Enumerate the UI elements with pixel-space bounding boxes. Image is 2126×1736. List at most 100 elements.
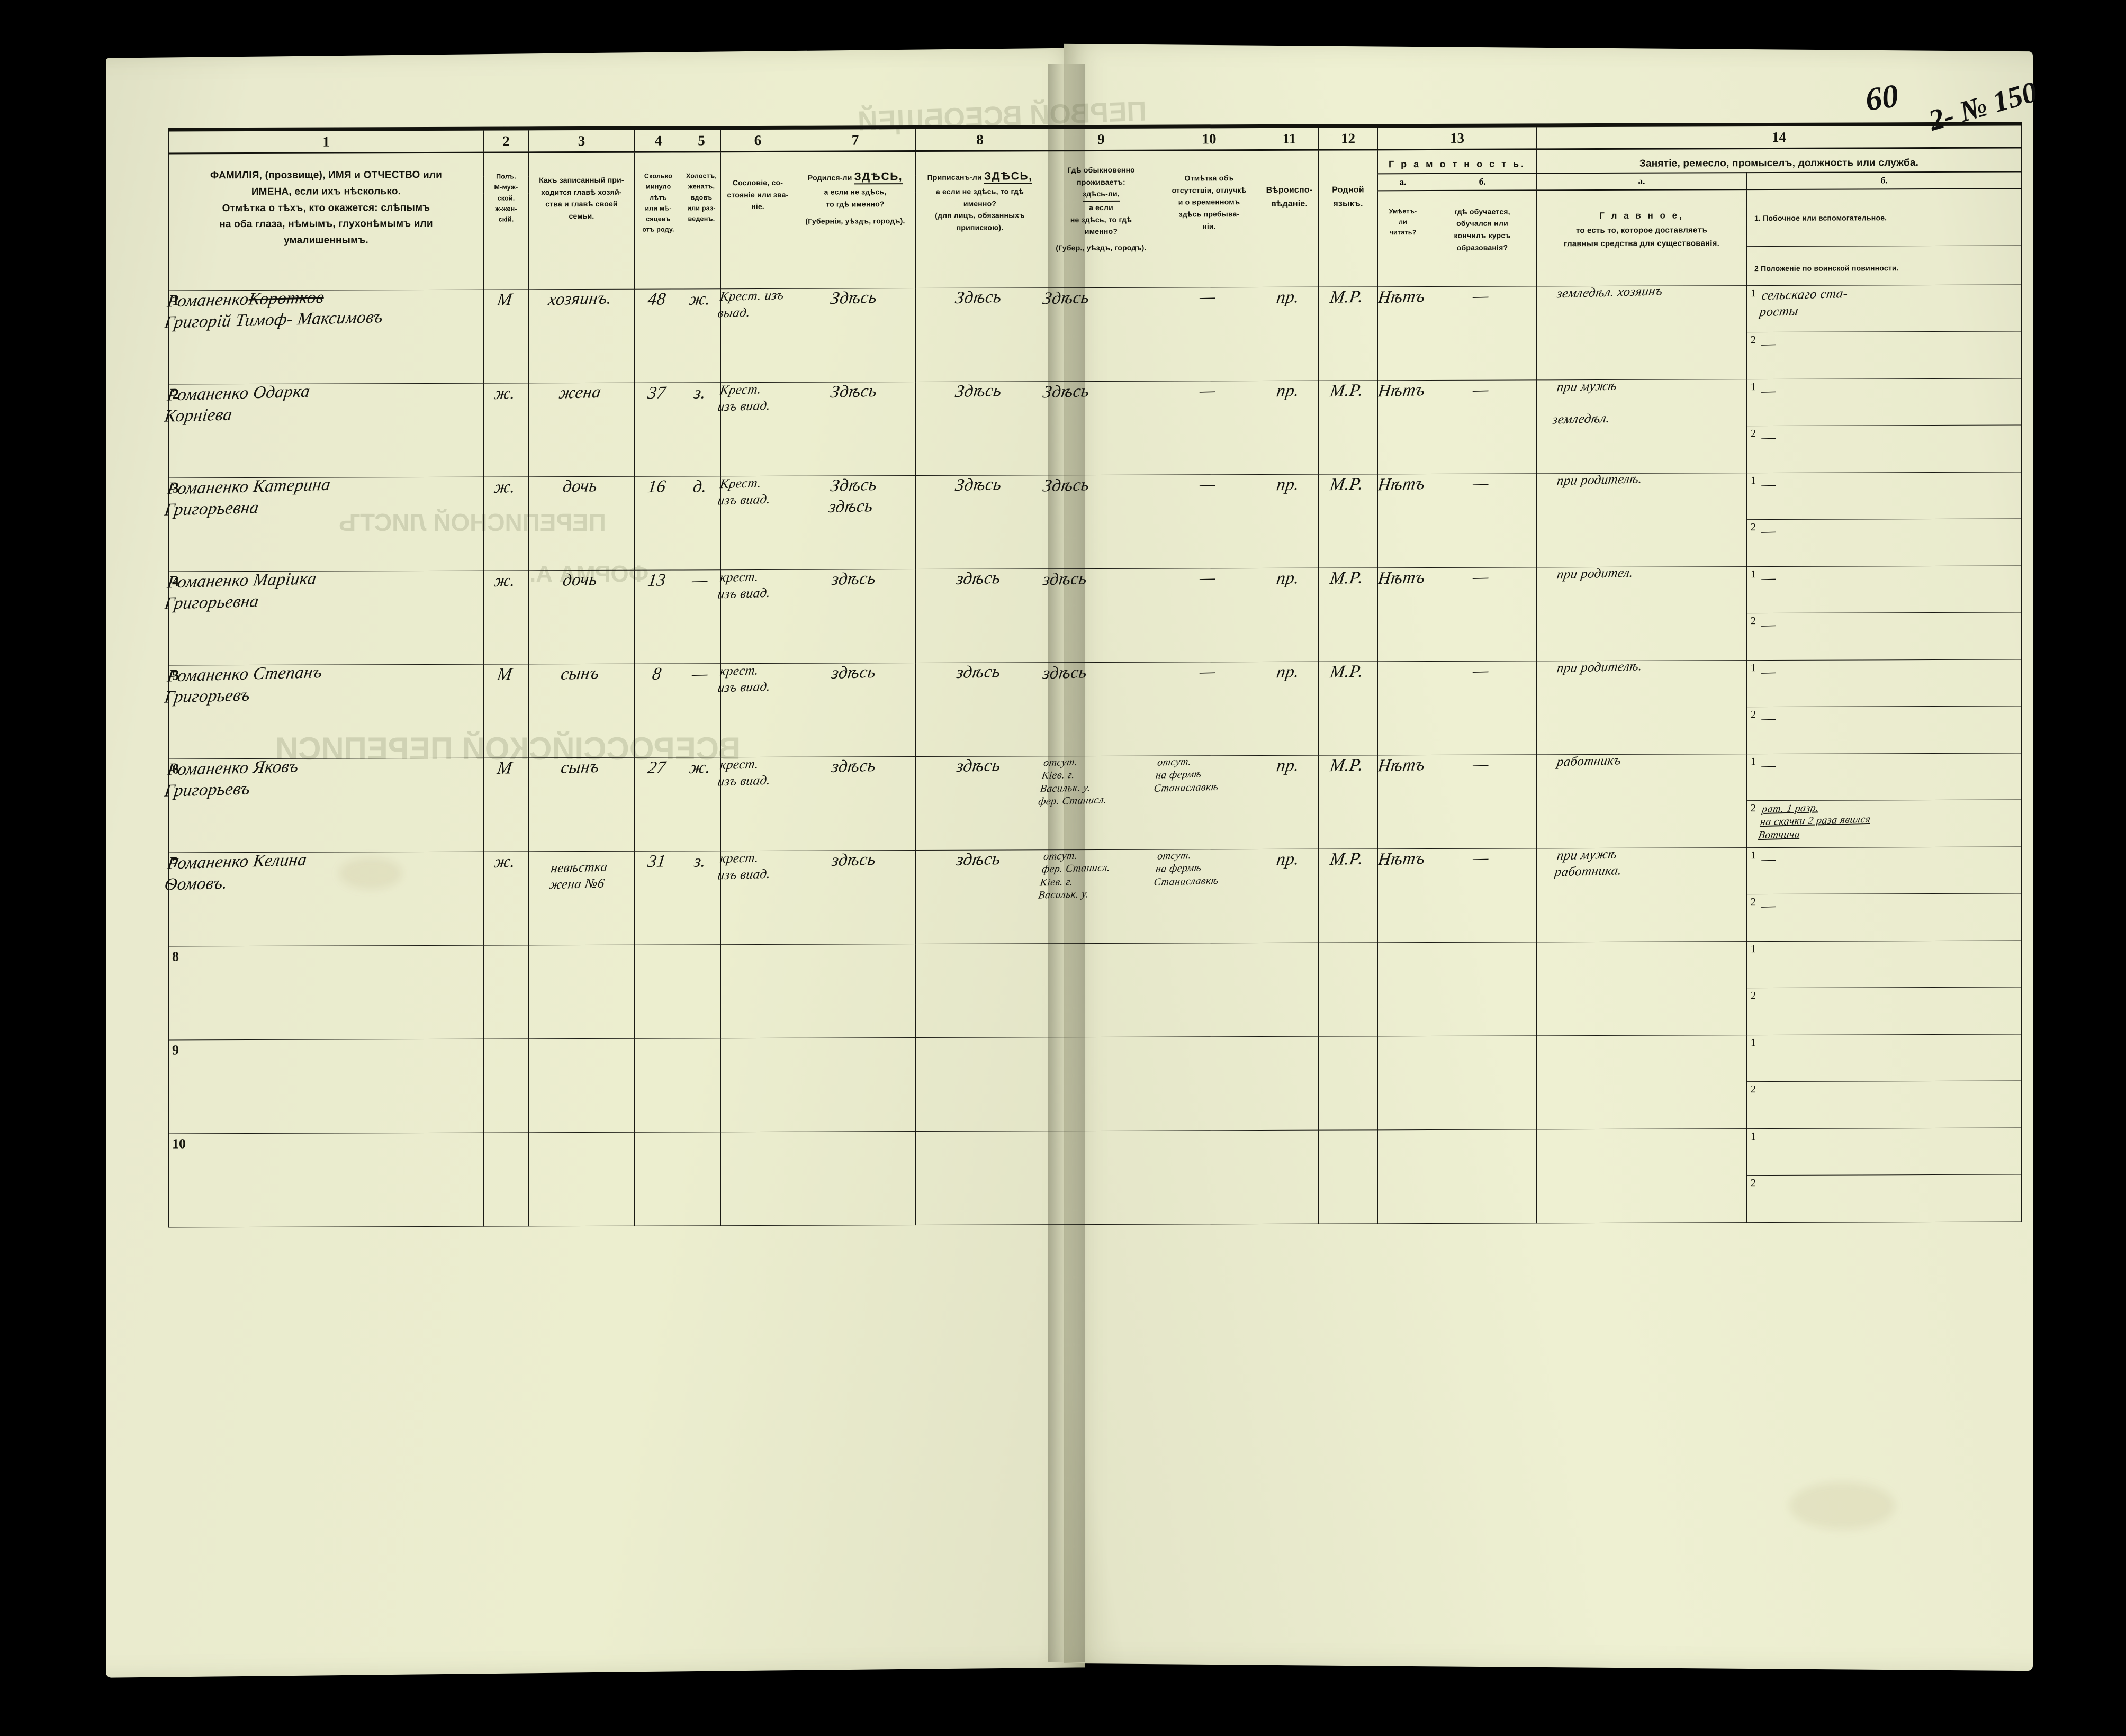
occupation-side-slot[interactable]: 1— (1747, 753, 2021, 801)
cell-marital[interactable]: ж. (682, 757, 721, 851)
cell-registered[interactable] (915, 1037, 1044, 1132)
cell-estate[interactable] (720, 1037, 795, 1132)
cell-religion[interactable] (1260, 1036, 1319, 1131)
cell-residence[interactable]: здѣсь (1042, 568, 1158, 663)
cell-residence[interactable]: Здѣсь (1042, 287, 1158, 382)
table-row[interactable]: 2 Романенко Одарка Корніева ж. жена 37 з. Крест… (163, 378, 2022, 478)
cell-age[interactable]: 16 (634, 476, 682, 570)
cell-age[interactable]: 27 (634, 757, 682, 851)
cell-literacy-a[interactable]: Нѣтъ (1377, 474, 1428, 568)
cell-relation[interactable]: жена (528, 382, 635, 477)
cell-sex[interactable]: М (483, 664, 529, 758)
cell-literacy-b[interactable]: — (1428, 473, 1537, 568)
cell-language[interactable] (1318, 1129, 1378, 1224)
cell-literacy-b[interactable]: — (1428, 661, 1537, 755)
cell-name[interactable]: 3 Романенко Катерина Григорьевна (163, 475, 484, 572)
occupation-side-slot[interactable]: 1— (1747, 472, 2021, 520)
cell-residence[interactable] (1044, 1130, 1158, 1225)
cell-relation[interactable]: невѣстка жена №6 (528, 851, 635, 945)
cell-relation[interactable] (528, 1132, 635, 1226)
cell-estate[interactable]: Крест. изъ виад. (717, 476, 795, 570)
cell-literacy-a[interactable]: Нѣтъ (1377, 848, 1428, 943)
cell-sex[interactable]: ж. (483, 851, 529, 945)
cell-absence[interactable]: — (1158, 568, 1260, 662)
cell-marital[interactable] (682, 1038, 721, 1132)
cell-residence[interactable]: отсут. фер. Станисл. Кіев. г. Васильк. у… (1038, 849, 1158, 944)
cell-birthplace[interactable]: Здѣсь здѣсь (795, 475, 916, 569)
cell-marital[interactable] (682, 944, 721, 1038)
cell-language[interactable]: М.Р. (1318, 755, 1378, 849)
occupation-side-slot[interactable]: 1 (1747, 941, 2021, 988)
cell-birthplace[interactable]: здѣсь (795, 662, 916, 757)
military-status-slot[interactable]: 2 (1747, 1174, 2021, 1222)
cell-sex[interactable]: М (483, 757, 529, 852)
cell-marital[interactable]: з. (682, 851, 721, 945)
cell-sex[interactable] (483, 945, 529, 1039)
cell-age[interactable]: 37 (634, 382, 682, 476)
military-status-slot[interactable]: 2— (1751, 427, 1777, 446)
cell-absence[interactable]: отсут. на фермѣ Станиславкѣ (1153, 849, 1260, 943)
cell-absence[interactable]: — (1158, 287, 1260, 381)
military-status-slot[interactable]: 2— (1751, 521, 1777, 540)
cell-registered[interactable]: здѣсь (915, 755, 1044, 851)
cell-estate[interactable]: Крест. изъ виад. (717, 382, 795, 476)
cell-relation[interactable]: дочь (528, 570, 635, 664)
table-row[interactable]: 3 Романенко Катерина Григорьевна ж. дочь 16 д.… (163, 472, 2022, 572)
occupation-side-slot[interactable]: 1— (1747, 847, 2021, 894)
military-status-slot[interactable]: 2— (1751, 333, 1777, 352)
table-row[interactable]: 10 1 2 (168, 1127, 2022, 1227)
occupation-side-slot[interactable]: 1— (1747, 659, 2021, 707)
cell-occupation-main[interactable]: при родителѣ. (1536, 659, 1747, 755)
military-status-slot[interactable]: 2— (1751, 896, 1777, 915)
cell-residence[interactable]: Здѣсь (1042, 474, 1158, 569)
cell-birthplace[interactable] (795, 944, 916, 1038)
cell-registered[interactable]: Здѣсь (915, 287, 1044, 382)
cell-literacy-b[interactable] (1428, 1129, 1537, 1224)
cell-occupation-secondary[interactable]: 1—2— (1746, 378, 2022, 473)
occupation-side-slot[interactable]: 1— (1747, 566, 2021, 613)
cell-sex[interactable]: ж. (483, 383, 529, 477)
cell-birthplace[interactable]: здѣсь (795, 756, 916, 851)
cell-relation[interactable]: сынъ (528, 663, 635, 758)
cell-name[interactable]: 7 Романенко Келина Ѳомовъ. (163, 850, 484, 946)
occupation-side-slot[interactable]: 1— (1747, 378, 2021, 426)
cell-marital[interactable]: — (682, 569, 721, 664)
cell-religion[interactable]: пр. (1260, 661, 1319, 756)
cell-relation[interactable]: дочь (528, 476, 635, 571)
cell-name[interactable]: 4 Романенко Маріика Григорьевна (163, 569, 484, 665)
cell-estate[interactable]: Крест. изъ выад. (717, 288, 795, 383)
military-status-slot[interactable]: 2— (1751, 614, 1777, 634)
cell-religion[interactable]: пр. (1260, 755, 1319, 849)
cell-marital[interactable]: д. (682, 476, 721, 570)
cell-literacy-a[interactable] (1377, 1129, 1428, 1224)
cell-occupation-main[interactable] (1536, 1035, 1747, 1129)
cell-literacy-a[interactable]: Нѣтъ (1377, 755, 1428, 849)
cell-residence[interactable]: Здѣсь (1042, 381, 1158, 475)
cell-language[interactable]: М.Р. (1318, 567, 1378, 662)
cell-estate[interactable] (720, 944, 795, 1038)
cell-occupation-main[interactable]: при мужѣ работника. (1536, 847, 1747, 942)
cell-literacy-b[interactable]: — (1428, 848, 1537, 943)
cell-occupation-secondary[interactable]: 1—2— (1746, 846, 2022, 942)
cell-occupation-secondary[interactable]: 1—2— (1746, 472, 2022, 567)
cell-name[interactable]: 10 (168, 1132, 484, 1227)
cell-name[interactable]: 9 (168, 1038, 484, 1134)
cell-birthplace[interactable]: здѣсь (795, 568, 916, 663)
military-status-slot[interactable]: 2 (1747, 987, 2021, 1035)
cell-occupation-main[interactable] (1536, 941, 1747, 1036)
cell-sex[interactable] (483, 1132, 529, 1226)
cell-marital[interactable]: з. (682, 382, 721, 476)
cell-birthplace[interactable] (795, 1131, 916, 1225)
cell-name[interactable]: 2 Романенко Одарка Корніева (163, 382, 484, 478)
cell-absence[interactable] (1158, 1130, 1260, 1224)
cell-age[interactable]: 48 (634, 288, 682, 383)
cell-sex[interactable] (483, 1038, 529, 1133)
military-status-slot[interactable]: 2 (1747, 1081, 2021, 1128)
cell-residence[interactable]: здѣсь (1042, 662, 1158, 756)
cell-registered[interactable] (915, 1131, 1044, 1225)
cell-absence[interactable]: — (1158, 474, 1260, 568)
cell-religion[interactable] (1260, 1129, 1319, 1224)
cell-birthplace[interactable] (795, 1037, 916, 1132)
